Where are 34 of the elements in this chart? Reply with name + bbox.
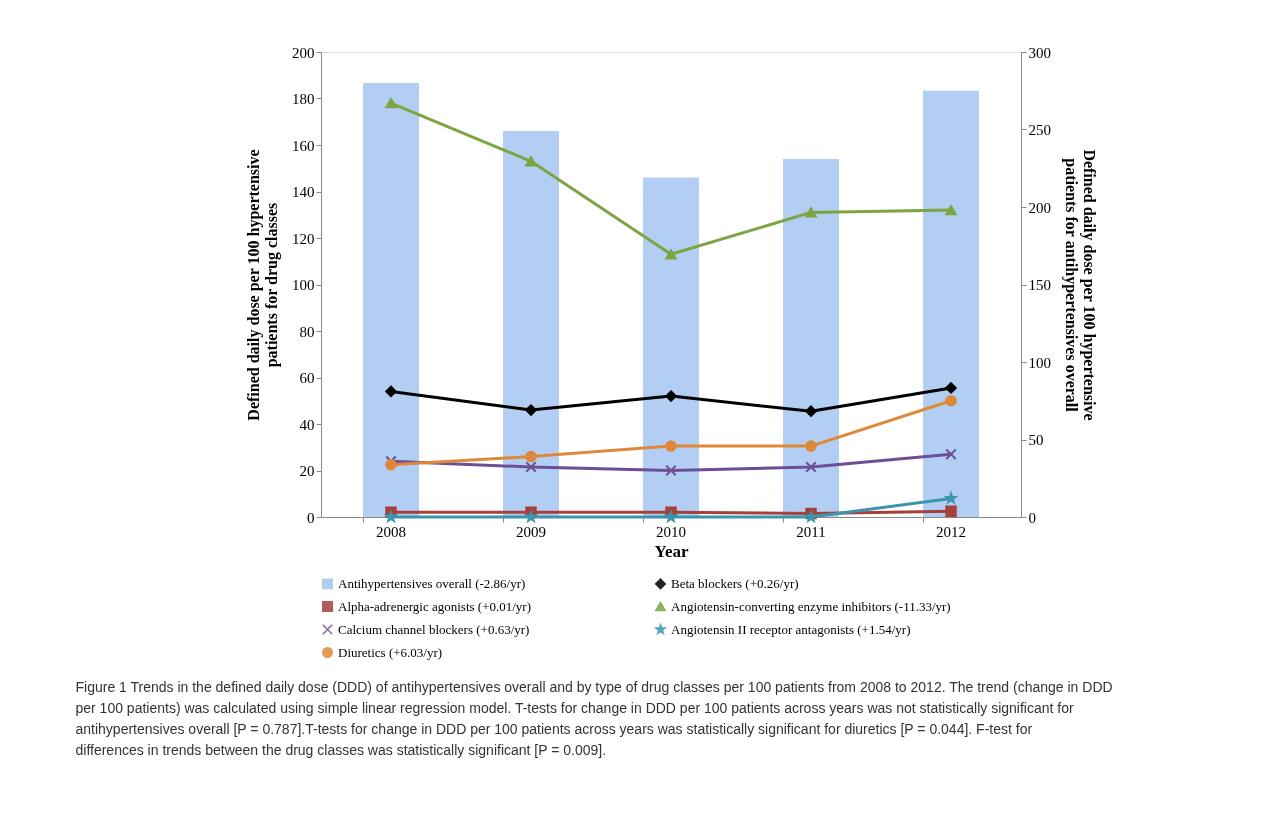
y2-tick-label: 100	[1028, 354, 1051, 371]
legend-label: Antihypertensives overall (-2.86/yr)	[338, 575, 526, 591]
x-tick-label: 2009	[516, 523, 546, 540]
y2-tick-label: 0	[1028, 509, 1036, 526]
caption: Figure 1 Trends in the defined daily dose (DDD) of antihypertensives overall and by type of drug classes per 100 patients from 2008 to 2012. The trend (change in DDD per 100 patients) was calculated using simple linear regression model. T-tests for change in DDD per 100 patients across years was not statistically significant for antihypertensives overall [P = 0.787].T-tests for change in DDD per 100 patients across years was statistically significant for diuretics [P = 0.044]. F-test for differences in trends between the drug classes was statistically significant [P = 0.009].	[75, 679, 1113, 758]
y2-tick-label: 300	[1028, 44, 1051, 61]
y2-tick-label: 150	[1028, 277, 1051, 293]
y-tick-label: 120	[292, 230, 315, 247]
legend-label: Diuretics (+6.03/yr)	[338, 644, 443, 660]
y-tick-label: 100	[292, 277, 315, 293]
legend-label: Calcium channel blockers (+0.63/yr)	[338, 621, 530, 637]
y-axis-title: Defined daily dose per 100 hypertensive patients for drug classes	[245, 149, 281, 421]
y2-tick-label: 200	[1028, 199, 1051, 216]
legend-label: Alpha-adrenergic agonists (+0.01/yr)	[338, 598, 532, 614]
y-tick-label: 200	[292, 44, 315, 61]
legend-label: Beta blockers (+0.26/yr)	[671, 575, 799, 591]
x-tick-label: 2011	[796, 523, 826, 540]
y-tick-label: 180	[292, 91, 315, 107]
y-tick-label: 80	[299, 323, 315, 340]
y-tick-label: 140	[292, 184, 315, 200]
legend-label: Angiotensin-converting enzyme inhibitors (-11.33/yr)	[671, 598, 951, 614]
x-tick-label: 2008	[376, 523, 406, 540]
y2-tick-label: 50	[1028, 432, 1044, 448]
y-tick-label: 60	[299, 370, 315, 386]
x-tick-label: 2012	[936, 523, 966, 540]
y-tick-label: 20	[299, 463, 315, 479]
x-tick-label: 2010	[656, 523, 686, 540]
y-tick-label: 160	[292, 137, 315, 154]
y2-axis-title: Defined daily dose per 100 hypertensive patients for antihypertensives overall	[1062, 149, 1098, 421]
y-tick-label: 40	[299, 416, 315, 433]
y2-tick-label: 250	[1028, 122, 1051, 138]
y-tick-label: 0	[307, 509, 315, 526]
legend-label: Angiotensin II receptor antagonists (+1.54/yr)	[671, 621, 911, 637]
x-axis-title: Year	[654, 541, 689, 561]
